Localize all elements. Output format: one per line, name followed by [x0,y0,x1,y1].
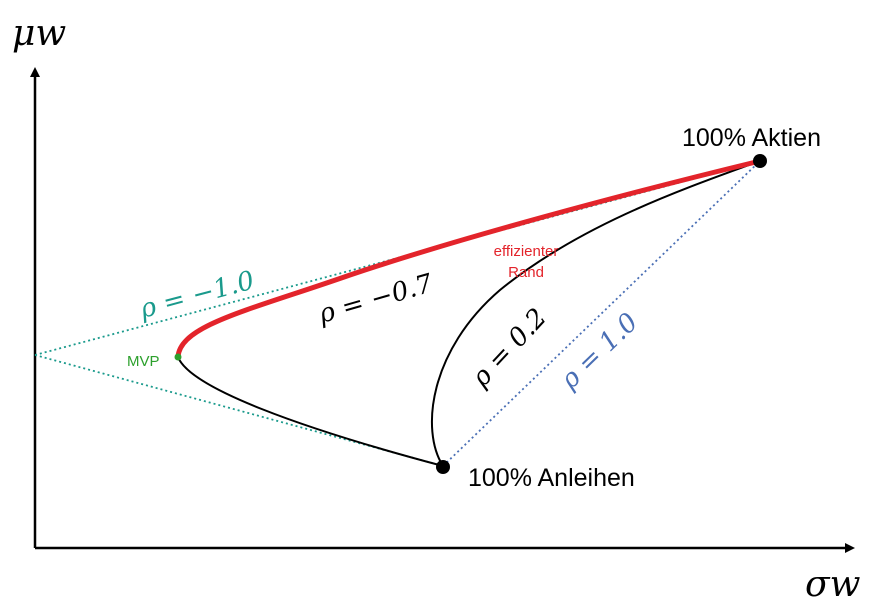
rho-neg07-lower-branch [177,356,444,467]
bonds-point [436,460,450,474]
mvp-point [174,353,182,361]
rho-1-line [442,160,761,467]
bonds-label: 100% Anleihen [468,464,635,492]
rho-neg1-label: ρ = −1.0 [136,266,257,325]
mvp-label: MVP [127,353,160,370]
rho-02-curve [431,160,761,467]
rho-1-label: ρ = 1.0 [554,307,644,395]
y-axis-label: μw [12,13,66,54]
efficient-frontier-label-line2: Rand [508,264,544,281]
efficient-frontier-label-line1: effizienter [494,243,559,260]
rho-02-label: ρ = 0.2 [465,303,552,394]
stocks-label: 100% Aktien [682,124,821,152]
stocks-point [753,154,767,168]
efficient-frontier-curve [175,158,763,360]
rho-neg1-lower-line [34,354,444,467]
x-axis-label: σw [805,564,861,605]
rho-neg07-label: ρ = −0.7 [315,269,437,330]
